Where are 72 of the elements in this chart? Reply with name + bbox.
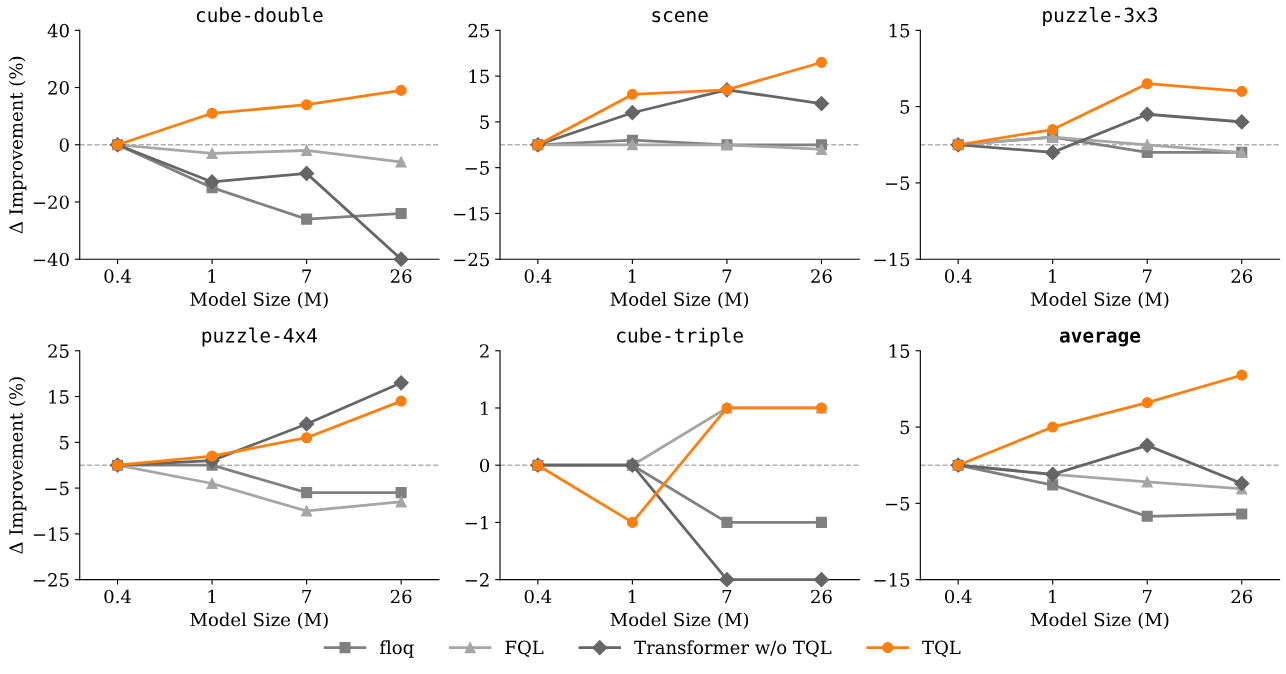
legend-label: FQL <box>505 640 544 657</box>
y-tick-label: 40 <box>47 23 69 38</box>
y-tick-label: 15 <box>889 344 910 358</box>
x-tick-label: 26 <box>811 589 832 604</box>
legend-label: Transformer w/o TQL <box>634 640 832 657</box>
legend-label: TQL <box>922 640 961 657</box>
x-tick-label: 7 <box>1142 589 1152 604</box>
y-tick-label: 5 <box>900 100 910 114</box>
y-tick-label: −5 <box>885 497 910 511</box>
y-tick-label: 1 <box>481 401 488 415</box>
x-tick-label: 0.4 <box>944 589 972 604</box>
y-tick-label: −1 <box>465 515 488 530</box>
x-tick-label: 1 <box>628 269 636 283</box>
y-tick-label: 5 <box>900 420 910 435</box>
chart-title: average <box>1059 331 1141 347</box>
x-tick-label: 1 <box>208 269 216 283</box>
y-tick-label: 15 <box>49 390 69 404</box>
x-tick-label: 1 <box>628 589 636 604</box>
y-tick-label: 5 <box>60 436 69 450</box>
x-tick-label: 1 <box>1049 269 1056 283</box>
x-tick-label: 26 <box>1231 589 1253 604</box>
x-axis-title: Model Size (M) <box>190 612 328 629</box>
x-tick-label: 0.4 <box>524 589 552 604</box>
y-tick-label: −5 <box>885 176 910 191</box>
x-tick-label: 26 <box>390 589 412 604</box>
y-tick-label: 20 <box>48 81 69 95</box>
y-tick-label: −15 <box>33 527 69 541</box>
y-tick-label: 25 <box>468 23 489 38</box>
legend-label: floq <box>379 640 414 658</box>
x-tick-label: 7 <box>1142 269 1152 283</box>
y-tick-label: −20 <box>33 195 69 210</box>
x-tick-label: 7 <box>302 269 312 283</box>
x-axis-title: Model Size (M) <box>1030 291 1169 309</box>
x-tick-label: 0.4 <box>104 589 131 604</box>
x-tick-label: 26 <box>1231 269 1253 283</box>
y-tick-label: −15 <box>454 206 489 221</box>
x-axis-title: Model Size (M) <box>610 291 749 309</box>
x-axis-title: Model Size (M) <box>190 291 328 309</box>
y-axis-title: Δ Improvement (%) <box>8 56 27 234</box>
y-tick-label: 0 <box>59 138 69 152</box>
chart-title: cube-double <box>196 7 323 23</box>
x-axis-title: Model Size (M) <box>1030 612 1169 629</box>
y-tick-label: −5 <box>45 481 69 496</box>
x-tick-label: 0.4 <box>944 269 972 283</box>
x-tick-label: 7 <box>722 589 732 604</box>
y-tick-label: 2 <box>480 344 489 358</box>
x-axis-title: Model Size (M) <box>610 612 749 629</box>
y-tick-label: −40 <box>33 252 69 267</box>
y-tick-label: −15 <box>874 573 910 587</box>
x-tick-label: 26 <box>811 269 832 283</box>
y-tick-label: −2 <box>465 573 489 587</box>
y-tick-label: −25 <box>33 573 69 587</box>
y-axis-title: Δ Improvement (%) <box>8 377 27 554</box>
x-tick-label: 1 <box>1049 589 1056 604</box>
y-tick-label: 15 <box>469 69 489 84</box>
y-tick-label: −15 <box>874 252 910 267</box>
chart-title: scene <box>652 11 708 23</box>
x-tick-label: 0.4 <box>524 269 552 283</box>
chart-title: puzzle-3x3 <box>1043 7 1158 27</box>
chart-title: cube-triple <box>617 327 743 347</box>
y-tick-label: 15 <box>889 23 910 38</box>
y-tick-label: 0 <box>480 458 490 473</box>
y-tick-label: −5 <box>465 161 489 175</box>
x-tick-label: 7 <box>722 269 732 283</box>
chart-title: puzzle-4x4 <box>202 327 317 347</box>
x-tick-label: 1 <box>208 589 216 604</box>
x-tick-label: 7 <box>302 589 312 604</box>
x-tick-label: 0.4 <box>104 269 131 283</box>
y-tick-label: −25 <box>454 252 489 267</box>
x-tick-label: 26 <box>390 269 412 283</box>
y-tick-label: 25 <box>48 344 69 358</box>
y-tick-label: 5 <box>480 115 489 129</box>
